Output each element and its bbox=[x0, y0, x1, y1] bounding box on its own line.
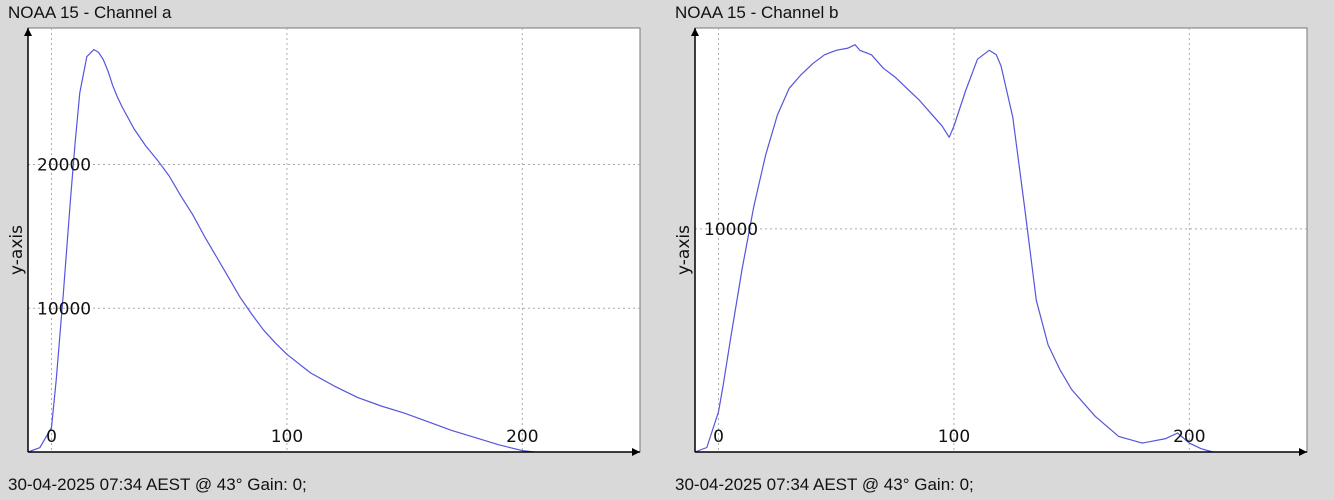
y-axis-label: y-axis bbox=[674, 225, 694, 275]
x-tick-label: 0 bbox=[713, 427, 724, 447]
y-tick-label: 20000 bbox=[37, 156, 91, 176]
y-axis-label: y-axis bbox=[7, 225, 27, 275]
y-axis-arrow bbox=[691, 28, 699, 36]
series-line bbox=[694, 44, 1213, 453]
y-tick-label: 10000 bbox=[37, 299, 91, 319]
x-axis-arrow bbox=[1299, 448, 1307, 456]
chart-plot-a: 0 100 200 10000 20000 y-axis bbox=[7, 27, 641, 456]
y-axis-arrow bbox=[24, 28, 32, 36]
plot-area bbox=[694, 27, 1308, 453]
chart-panel-b: NOAA 15 - Channel b 0 100 200 10000 y-axis 3… bbox=[667, 0, 1334, 500]
chart-title: NOAA 15 - Channel b bbox=[675, 3, 839, 22]
chart-footer: 30-04-2025 07:34 AEST @ 43° Gain: 0; bbox=[8, 475, 307, 494]
x-tick-label: 200 bbox=[1173, 427, 1205, 447]
x-tick-label: 100 bbox=[271, 427, 303, 447]
y-tick-label: 10000 bbox=[704, 220, 758, 240]
x-tick-label: 0 bbox=[46, 427, 57, 447]
chart-footer: 30-04-2025 07:34 AEST @ 43° Gain: 0; bbox=[675, 475, 974, 494]
plot-area bbox=[27, 27, 641, 453]
chart-plot-b: 0 100 200 10000 y-axis bbox=[674, 27, 1308, 456]
x-tick-label: 100 bbox=[938, 427, 970, 447]
series-line bbox=[27, 48, 535, 453]
chart-title: NOAA 15 - Channel a bbox=[8, 3, 172, 22]
x-tick-label: 200 bbox=[506, 427, 538, 447]
x-axis-arrow bbox=[632, 448, 640, 456]
chart-panel-a: NOAA 15 - Channel a 0 100 200 10000 20000 y-a… bbox=[7, 3, 641, 494]
